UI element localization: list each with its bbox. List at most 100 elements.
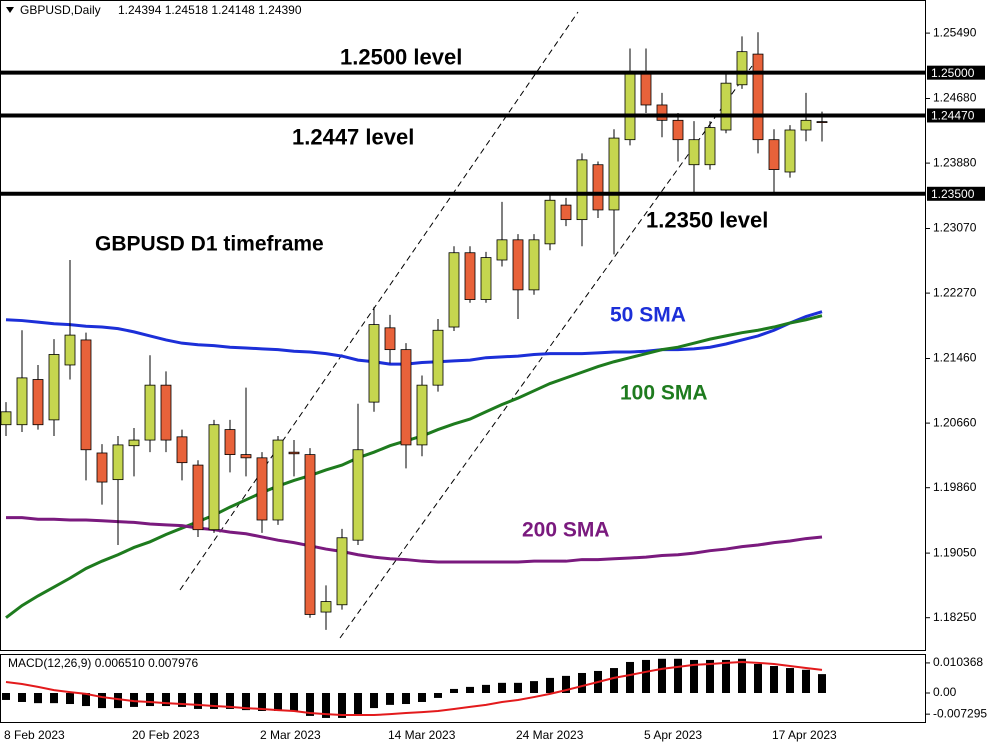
candle-body — [624, 71, 636, 141]
macd-bar — [450, 688, 458, 693]
menu-triangle[interactable] — [6, 7, 14, 13]
channel-line — [179, 11, 579, 591]
candle-body — [240, 454, 252, 459]
macd-bar — [242, 692, 250, 711]
macd-bar — [738, 658, 746, 693]
macd-bar — [114, 692, 122, 709]
y-tick-label: 1.21460 — [933, 351, 977, 365]
x-tick-label: 5 Apr 2023 — [644, 728, 702, 742]
candle-body — [416, 384, 428, 446]
candle-body — [320, 601, 332, 613]
macd-bar — [658, 658, 666, 693]
candle-body — [656, 104, 668, 121]
macd-bar — [386, 692, 394, 705]
level-axis-box — [927, 108, 985, 123]
level-axis-label: 1.25000 — [931, 66, 975, 80]
channel-line — [339, 65, 753, 639]
level-label: 1.2447 level — [292, 124, 414, 149]
macd-bar — [498, 682, 506, 693]
sma-label: 100 SMA — [620, 382, 708, 405]
sma-label: 50 SMA — [610, 304, 686, 327]
sma-line — [6, 516, 823, 564]
macd-bar — [354, 692, 362, 715]
x-tick-label: 17 Apr 2023 — [772, 728, 837, 742]
macd-bar — [722, 659, 730, 693]
candle-body — [432, 329, 444, 386]
macd-bar — [290, 692, 298, 711]
macd-bar — [818, 674, 826, 693]
x-tick-label: 8 Feb 2023 — [4, 728, 65, 742]
x-tick-label: 14 Mar 2023 — [388, 728, 456, 742]
y-tick-label: 1.19860 — [933, 480, 977, 494]
macd-bar — [786, 668, 794, 693]
candle-body — [208, 424, 220, 531]
candle-body — [176, 436, 188, 464]
sma-line — [5, 310, 823, 366]
candle-body — [688, 139, 700, 166]
macd-bar — [546, 677, 554, 693]
level-axis-label: 1.24470 — [931, 109, 975, 123]
candle-body — [160, 384, 172, 441]
macd-bar — [530, 681, 538, 693]
y-tick-label: 1.20660 — [933, 415, 977, 429]
candle-body — [144, 384, 156, 441]
macd-bar — [562, 675, 570, 693]
macd-bar — [322, 692, 330, 718]
candle-body — [640, 71, 652, 106]
candle-body — [112, 444, 124, 481]
macd-bar — [338, 692, 346, 718]
macd-bar — [34, 692, 42, 704]
macd-bar — [610, 668, 618, 693]
candle-body — [400, 349, 412, 446]
candle-body — [64, 334, 76, 366]
sma-label: 200 SMA — [522, 519, 610, 542]
candle-body — [496, 239, 508, 261]
macd-bar — [674, 658, 682, 693]
macd-bar — [370, 692, 378, 709]
y-tick-label: 1.25490 — [933, 25, 977, 39]
level-label: 1.2350 level — [646, 208, 768, 233]
macd-frame — [0, 654, 926, 723]
candle-body — [816, 121, 828, 124]
macd-bar — [210, 692, 218, 709]
candle-body — [560, 204, 572, 221]
candle-body — [304, 454, 316, 615]
candle-body — [16, 377, 28, 426]
sma-line — [5, 314, 823, 619]
macd-bar — [466, 686, 474, 693]
macd-bar — [418, 692, 426, 702]
candle-body — [784, 129, 796, 173]
macd-bar — [514, 682, 522, 693]
candle-body — [800, 119, 812, 131]
y-tick-label: 1.23880 — [933, 155, 977, 169]
macd-bar — [578, 672, 586, 693]
macd-bar — [162, 692, 170, 707]
candle-body — [32, 379, 44, 426]
x-tick-label: 24 Mar 2023 — [516, 728, 584, 742]
candle-body — [608, 137, 620, 211]
candle-body — [128, 439, 140, 447]
macd-bar — [402, 692, 410, 705]
y-tick-label: 1.22270 — [933, 285, 977, 299]
macd-bar — [274, 692, 282, 711]
macd-bar — [178, 692, 186, 707]
candle-body — [464, 252, 476, 300]
macd-bar — [706, 659, 714, 693]
candle-body — [592, 164, 604, 211]
candle-body — [720, 82, 732, 131]
candle-body — [528, 239, 540, 291]
macd-bar — [18, 692, 26, 702]
macd-bar — [130, 692, 138, 707]
macd-bar — [770, 666, 778, 693]
level-axis-box — [927, 65, 985, 80]
macd-bar — [66, 692, 74, 705]
macd-bar — [482, 684, 490, 693]
candle-body — [288, 451, 300, 455]
macd-bar — [802, 669, 810, 693]
macd-bar — [194, 692, 202, 709]
macd-bar — [690, 659, 698, 693]
candle-body — [256, 457, 268, 521]
macd-bar — [2, 692, 10, 700]
candle-body — [352, 449, 364, 541]
